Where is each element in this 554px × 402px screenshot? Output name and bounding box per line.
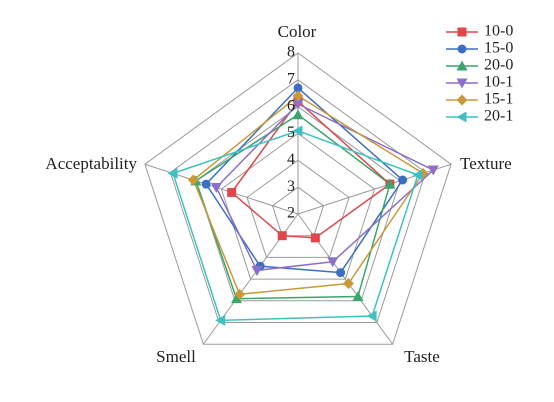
grid-ring bbox=[271, 186, 325, 237]
legend-label: 10-1 bbox=[484, 74, 513, 91]
r-tick-label: 6 bbox=[287, 97, 295, 114]
marker bbox=[352, 290, 364, 301]
legend-item: 20-1 bbox=[446, 108, 513, 125]
marker bbox=[327, 257, 339, 268]
legend-item: 15-1 bbox=[446, 91, 513, 108]
legend-label: 20-1 bbox=[484, 108, 513, 125]
series-line bbox=[205, 86, 404, 274]
marker bbox=[398, 175, 408, 185]
grid-ring bbox=[195, 106, 401, 302]
legend-label: 15-1 bbox=[484, 91, 513, 108]
marker bbox=[227, 187, 237, 197]
marker bbox=[230, 293, 242, 304]
category-label: Taste bbox=[404, 347, 440, 366]
marker bbox=[210, 182, 222, 193]
series-line bbox=[192, 94, 425, 296]
legend-label: 10-0 bbox=[484, 23, 513, 40]
legend-label: 15-0 bbox=[484, 40, 513, 57]
legend-item: 10-0 bbox=[446, 23, 513, 40]
grid-ring bbox=[220, 132, 376, 280]
legend-item: 10-1 bbox=[446, 74, 513, 91]
marker bbox=[167, 167, 178, 179]
legend-item: 15-0 bbox=[446, 40, 513, 57]
marker bbox=[412, 169, 423, 181]
marker bbox=[427, 165, 439, 176]
marker bbox=[201, 179, 211, 189]
marker bbox=[310, 233, 320, 243]
grid-ring bbox=[144, 52, 452, 345]
category-label: Color bbox=[278, 22, 317, 41]
marker bbox=[336, 268, 346, 278]
marker bbox=[457, 44, 467, 54]
series-line bbox=[215, 103, 435, 272]
marker bbox=[187, 174, 199, 186]
marker bbox=[292, 125, 303, 137]
r-tick-label: 7 bbox=[287, 71, 295, 88]
marker bbox=[215, 314, 226, 326]
marker bbox=[292, 109, 304, 120]
category-label: Acceptability bbox=[45, 154, 137, 173]
marker bbox=[384, 178, 396, 189]
marker bbox=[456, 78, 468, 89]
marker bbox=[456, 94, 468, 106]
marker bbox=[292, 90, 304, 102]
marker bbox=[277, 231, 287, 241]
r-tick-label: 3 bbox=[287, 178, 295, 195]
marker bbox=[292, 99, 304, 110]
marker bbox=[457, 27, 467, 37]
marker bbox=[366, 310, 377, 322]
r-tick-label: 4 bbox=[287, 151, 295, 168]
category-label: Texture bbox=[460, 154, 512, 173]
grid-ring bbox=[169, 79, 427, 323]
marker bbox=[251, 265, 263, 276]
r-tick-label: 2 bbox=[287, 205, 295, 222]
marker bbox=[456, 111, 467, 123]
marker bbox=[293, 83, 303, 93]
r-tick-label: 5 bbox=[287, 124, 295, 141]
series-line bbox=[172, 130, 419, 322]
marker bbox=[456, 60, 468, 71]
marker bbox=[342, 277, 354, 289]
legend-label: 20-0 bbox=[484, 57, 513, 74]
category-label: Smell bbox=[156, 347, 196, 366]
marker bbox=[234, 288, 246, 300]
series-line bbox=[194, 113, 391, 300]
grid-ring bbox=[246, 159, 350, 258]
series-line bbox=[230, 100, 392, 239]
r-tick-label: 8 bbox=[287, 44, 295, 61]
legend-item: 20-0 bbox=[446, 57, 513, 74]
